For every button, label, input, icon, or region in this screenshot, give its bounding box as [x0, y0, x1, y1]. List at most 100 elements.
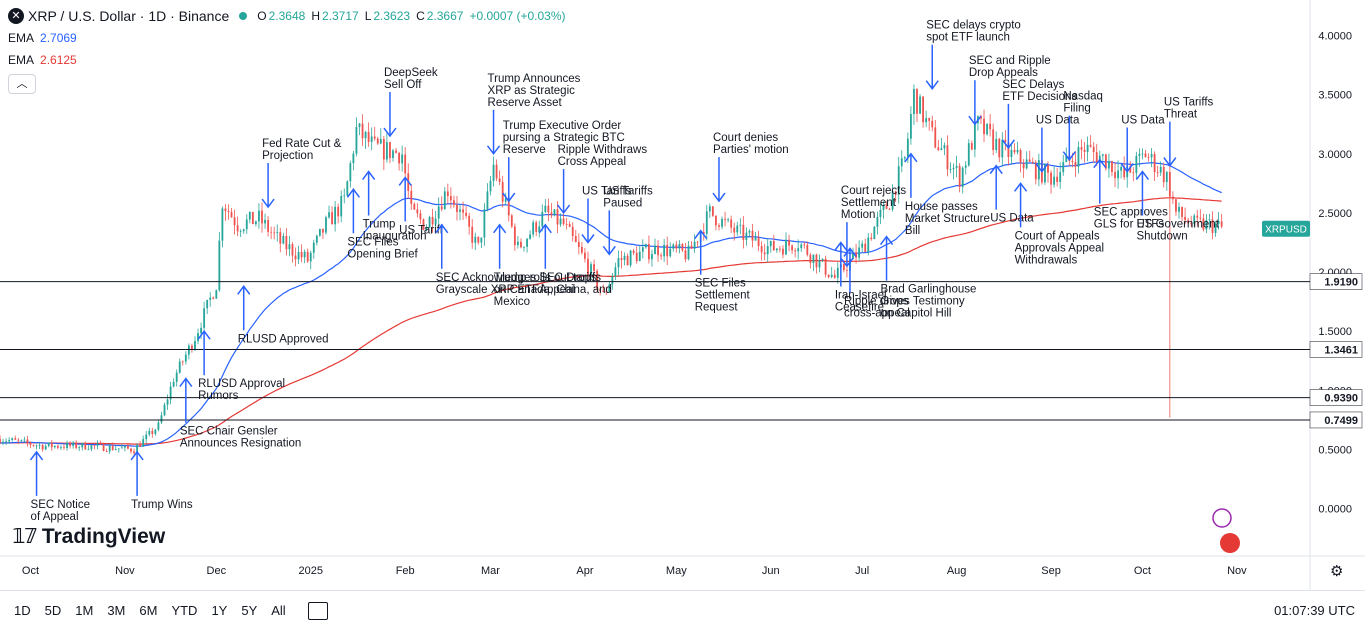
- event-annotation[interactable]: RLUSD Approval Rumors: [197, 329, 285, 402]
- symbol-title[interactable]: XRP / U.S. Dollar · 1D · Binance: [28, 8, 230, 24]
- timeframe-all[interactable]: All: [271, 603, 286, 618]
- candle: [453, 200, 455, 205]
- event-annotation[interactable]: SEC approves GLS for ETFs: [1093, 158, 1168, 231]
- candle: [142, 439, 145, 447]
- event-annotation[interactable]: SEC Files Opening Brief: [346, 188, 419, 260]
- candle: [279, 232, 282, 244]
- event-annotation[interactable]: Nasdaq Filing: [1062, 91, 1103, 161]
- x-tick-label: 2025: [299, 565, 323, 577]
- candle: [328, 212, 330, 218]
- event-annotation[interactable]: SEC Acknowledges Grayscale XRP ETF: [435, 223, 539, 296]
- x-tick-label: Sep: [1041, 565, 1061, 577]
- event-annotation[interactable]: Ripple Withdraws Cross Appeal: [557, 144, 648, 215]
- candle: [492, 164, 495, 181]
- candle: [145, 434, 148, 440]
- event-annotation[interactable]: US Government Shutdown: [1135, 170, 1220, 243]
- candle: [1037, 160, 1040, 180]
- candle: [127, 445, 129, 449]
- event-annotation[interactable]: Ripple drops cross-appeal: [843, 247, 910, 319]
- candle: [605, 291, 608, 293]
- event-annotation[interactable]: US Tariffs: [581, 186, 632, 244]
- calendar-icon[interactable]: [307, 601, 328, 620]
- candle: [303, 251, 306, 258]
- event-annotation[interactable]: Trump Wins: [130, 450, 193, 511]
- timeframe-1m[interactable]: 1M: [75, 603, 94, 618]
- event-annotation[interactable]: SEC Drops Appeal: [538, 223, 597, 296]
- timeframe-5d[interactable]: 5D: [44, 603, 62, 618]
- timeframe-5y[interactable]: 5Y: [241, 603, 258, 618]
- candle: [742, 224, 745, 240]
- event-annotation[interactable]: Iran-Israel Ceasefire: [834, 241, 887, 314]
- arrow-up-icon: [179, 377, 193, 388]
- event-annotation[interactable]: US Data: [1035, 115, 1080, 173]
- event-annotation[interactable]: Trump rolls out tariffs on Canada, China,…: [493, 223, 612, 308]
- ema-row-2[interactable]: EMA 2.6125: [8, 52, 570, 68]
- event-annotation[interactable]: US Tariffs Threat: [1163, 97, 1214, 167]
- event-annotation[interactable]: US Tariffs Paused: [602, 185, 653, 256]
- event-annotation[interactable]: Court denies Parties' motion: [712, 132, 789, 203]
- event-annotation[interactable]: Court of Appeals Approvals Appeal Withdraw…: [1013, 182, 1105, 266]
- event-annotation[interactable]: SEC Delays ETF Decisions: [1001, 79, 1077, 150]
- collapse-legend-button[interactable]: ︿: [8, 74, 36, 94]
- candle: [1202, 218, 1205, 230]
- candle: [638, 251, 641, 262]
- candle: [343, 195, 346, 197]
- utc-clock[interactable]: 01:07:39 UTC: [1274, 603, 1355, 618]
- low-label: L: [364, 9, 372, 23]
- event-annotation[interactable]: SEC Notice of Appeal: [29, 450, 90, 523]
- timeframe-1y[interactable]: 1Y: [211, 603, 228, 618]
- event-annotation[interactable]: Trump Announces XRP as Strategic Reserve A…: [486, 73, 581, 156]
- candle: [416, 209, 419, 214]
- event-annotation[interactable]: Brad Garlinghouse Gives Testimony on Capit…: [879, 235, 977, 320]
- annotation-label: SEC Notice of Appeal: [31, 499, 90, 523]
- candle: [224, 208, 227, 211]
- annotation-line: Trump Wins: [131, 499, 193, 511]
- lightning-icon[interactable]: [1212, 508, 1232, 528]
- us-flag-icon[interactable]: [1220, 533, 1240, 553]
- candle: [300, 251, 303, 258]
- event-annotation[interactable]: Trump Inauguration: [362, 170, 427, 243]
- event-annotation[interactable]: DeepSeek Sell Off: [383, 67, 438, 138]
- event-annotation[interactable]: US Data: [1120, 115, 1165, 173]
- change-value: +0.0007 (+0.03%): [469, 9, 566, 23]
- candle: [821, 258, 824, 261]
- annotation-line: Rumors: [198, 390, 239, 402]
- arrow-down-icon: [1120, 163, 1134, 173]
- settings-gear-icon[interactable]: ⚙: [1330, 563, 1344, 580]
- level-label: 0.9390: [1324, 393, 1358, 405]
- annotation-label: Nasdaq Filing: [1063, 91, 1103, 115]
- event-annotation[interactable]: US Data: [989, 164, 1034, 225]
- event-annotation[interactable]: SEC delays crypto spot ETF launch: [925, 20, 1021, 90]
- candle: [827, 274, 830, 278]
- candle: [175, 372, 178, 382]
- candle: [215, 290, 218, 299]
- annotation-label: SEC Delays ETF Decisions: [1002, 79, 1077, 103]
- event-annotation[interactable]: Court rejects Settlement Motion: [840, 185, 906, 268]
- event-annotation[interactable]: Trump Executive Order pursing a Strategic…: [502, 120, 625, 203]
- event-annotation[interactable]: Fed Rate Cut & Projection: [261, 138, 342, 209]
- candle: [139, 444, 142, 447]
- event-annotation[interactable]: SEC and Ripple Drop Appeals: [968, 55, 1051, 126]
- candle: [711, 206, 714, 216]
- event-annotation[interactable]: SEC Chair Gensler Announces Resignation: [179, 377, 301, 450]
- candle: [876, 216, 879, 227]
- candle: [270, 231, 273, 233]
- timeframe-1d[interactable]: 1D: [14, 603, 31, 618]
- timeframe-ytd[interactable]: YTD: [171, 603, 198, 618]
- event-annotation[interactable]: SEC Files Settlement Request: [694, 229, 751, 314]
- candle: [163, 404, 166, 416]
- timeframe-3m[interactable]: 3M: [107, 603, 126, 618]
- event-annotation[interactable]: US Tariff: [398, 176, 444, 236]
- candle: [678, 244, 681, 249]
- candle: [937, 147, 940, 151]
- ema-row-1[interactable]: EMA 2.7069: [8, 30, 570, 46]
- candle: [791, 245, 794, 251]
- timeframe-6m[interactable]: 6M: [139, 603, 158, 618]
- annotation-label: Court rejects Settlement Motion: [841, 185, 906, 221]
- event-annotation[interactable]: House passes Market Structure Bill: [904, 152, 990, 237]
- event-annotation[interactable]: RLUSD Approved: [237, 285, 329, 345]
- annotation-line: Shutdown: [1136, 231, 1187, 243]
- candle: [608, 284, 611, 292]
- candle: [337, 206, 340, 217]
